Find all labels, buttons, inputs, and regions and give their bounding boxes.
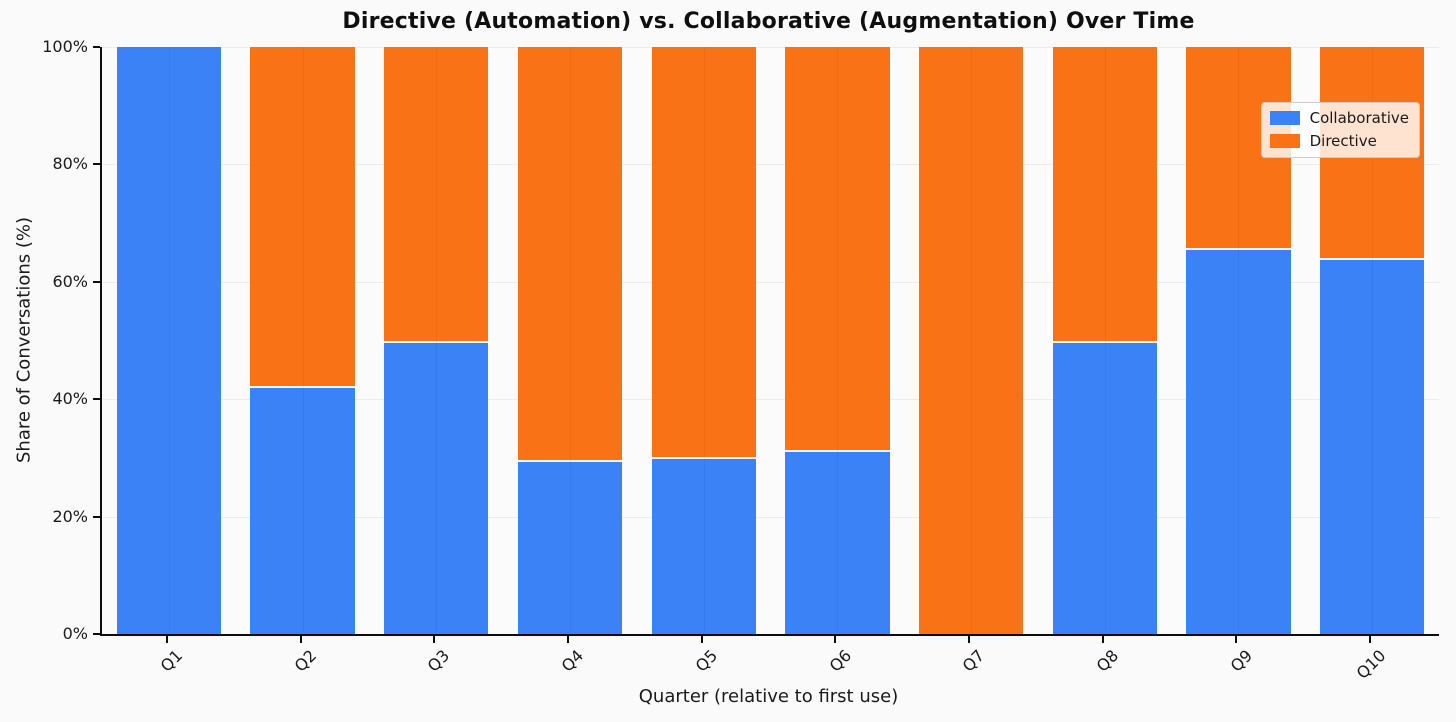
bar-group-q1 bbox=[102, 47, 236, 634]
bar-segment-directive bbox=[1052, 47, 1157, 341]
bar-segment-collaborative bbox=[517, 460, 623, 634]
x-axis: Q1 Q2 Q3 Q4 Q5 Q6 Q7 Q8 Q9 Q10 bbox=[100, 636, 1437, 696]
collaborative-swatch-icon bbox=[1269, 111, 1300, 125]
bar-segment-directive bbox=[918, 47, 1024, 634]
x-tick-mark bbox=[299, 636, 302, 643]
legend-item-directive: Directive bbox=[1269, 132, 1409, 150]
legend-item-collaborative: Collaborative bbox=[1269, 109, 1409, 127]
bar-segment-collaborative bbox=[250, 385, 355, 634]
y-tick-label: 0% bbox=[62, 624, 88, 643]
x-gridline bbox=[569, 47, 571, 634]
x-tick-label-q1: Q1 bbox=[156, 646, 187, 676]
y-axis: 0% 20% 40% 60% 80% 100% bbox=[0, 37, 100, 643]
legend: Collaborative Directive bbox=[1260, 102, 1420, 158]
y-tick-mark bbox=[93, 46, 100, 48]
y-tick-label: 60% bbox=[52, 271, 88, 291]
gridline bbox=[102, 281, 1439, 283]
x-gridline bbox=[837, 47, 839, 634]
plot-area: Collaborative Directive bbox=[100, 47, 1439, 636]
bar-stack bbox=[384, 47, 489, 634]
x-tick-label-q7: Q7 bbox=[958, 646, 989, 676]
y-tick-mark bbox=[93, 398, 100, 401]
directive-swatch-icon bbox=[1269, 134, 1300, 148]
x-gridline bbox=[1104, 47, 1106, 634]
y-tick-label: 80% bbox=[52, 154, 88, 174]
y-tick-label: 40% bbox=[52, 389, 88, 409]
x-gridline bbox=[1238, 47, 1240, 634]
x-tick-label-q3: Q3 bbox=[424, 646, 454, 676]
x-tick-label-q9: Q9 bbox=[1226, 646, 1256, 676]
bar-segment-directive bbox=[651, 47, 756, 457]
x-tick-label-q5: Q5 bbox=[691, 646, 722, 676]
bar-stack bbox=[651, 47, 756, 634]
x-gridline bbox=[302, 47, 304, 634]
legend-label: Collaborative bbox=[1309, 109, 1409, 127]
bar-segment-collaborative bbox=[651, 456, 756, 634]
y-tick-mark bbox=[93, 163, 100, 166]
x-tick-label-q8: Q8 bbox=[1092, 646, 1123, 676]
y-tick-mark bbox=[93, 515, 100, 518]
bar-group-q4 bbox=[503, 47, 637, 634]
gridline bbox=[102, 516, 1439, 518]
bar-stack bbox=[116, 47, 221, 634]
x-tick-mark bbox=[1101, 636, 1104, 643]
x-tick-mark bbox=[433, 636, 436, 643]
x-tick-label-q6: Q6 bbox=[825, 646, 855, 676]
x-tick-mark bbox=[968, 636, 971, 643]
x-tick-mark bbox=[165, 636, 168, 643]
bar-group-q5 bbox=[637, 47, 771, 634]
x-tick-mark bbox=[1235, 636, 1238, 643]
bar-segment-directive bbox=[250, 47, 355, 386]
bar-segment-directive bbox=[785, 47, 890, 450]
bar-segment-collaborative bbox=[1052, 340, 1157, 634]
x-gridline bbox=[1372, 47, 1374, 634]
bar-segment-collaborative bbox=[1320, 257, 1425, 634]
bar-stack bbox=[250, 47, 355, 634]
x-gridline bbox=[703, 47, 705, 634]
legend-label: Directive bbox=[1309, 132, 1377, 150]
bar-group-q2 bbox=[236, 47, 370, 634]
gridline bbox=[102, 47, 1439, 48]
bar-segment-directive bbox=[517, 47, 623, 461]
y-tick-label: 100% bbox=[42, 37, 88, 56]
y-tick-mark bbox=[93, 633, 100, 635]
x-gridline bbox=[168, 47, 170, 634]
bar-segment-collaborative bbox=[785, 449, 890, 634]
bar-segment-collaborative bbox=[384, 340, 489, 634]
y-tick-mark bbox=[93, 280, 100, 283]
x-axis-label: Quarter (relative to first use) bbox=[638, 686, 899, 707]
bar-group-q3 bbox=[369, 47, 503, 634]
x-tick-mark bbox=[566, 636, 569, 643]
bar-segment-collaborative bbox=[116, 47, 221, 634]
y-tick-label: 20% bbox=[52, 506, 88, 526]
x-tick-mark bbox=[1369, 636, 1372, 643]
bar-segment-directive bbox=[384, 47, 489, 341]
x-tick-label-q10: Q10 bbox=[1352, 646, 1390, 683]
bar-group-q8 bbox=[1038, 47, 1172, 634]
gridline bbox=[102, 164, 1439, 166]
bar-group-q7 bbox=[904, 47, 1038, 634]
x-tick-label-q4: Q4 bbox=[557, 646, 588, 676]
x-tick-label-q2: Q2 bbox=[290, 646, 320, 676]
bar-group-q6 bbox=[771, 47, 905, 634]
bar-stack bbox=[517, 47, 623, 634]
bar-stack bbox=[1052, 47, 1157, 634]
bar-stack bbox=[918, 47, 1024, 634]
bar-segment-collaborative bbox=[1186, 248, 1291, 634]
x-tick-mark bbox=[700, 636, 703, 643]
gridline bbox=[102, 399, 1439, 401]
x-gridline bbox=[436, 47, 438, 634]
x-tick-mark bbox=[834, 636, 837, 643]
bar-stack bbox=[785, 47, 890, 634]
x-gridline bbox=[971, 47, 973, 634]
chart-title: Directive (Automation) vs. Collaborative… bbox=[342, 9, 1195, 34]
bars bbox=[102, 47, 1439, 634]
